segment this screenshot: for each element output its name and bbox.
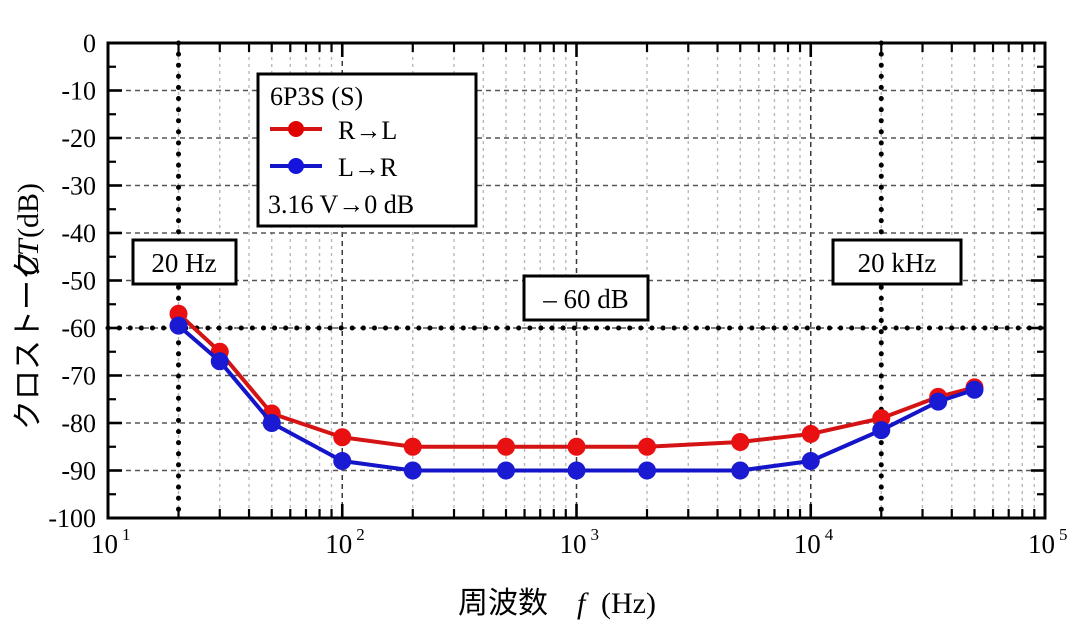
data-point: [496, 437, 515, 456]
y-tick-label: -40: [61, 219, 96, 248]
y-axis-title-symbol: CT: [12, 237, 45, 276]
svg-text:5: 5: [1059, 525, 1068, 544]
x-tick-label: 10 5: [1028, 525, 1068, 559]
x-tick-label: 10 1: [91, 525, 131, 559]
data-point: [210, 352, 229, 371]
data-point: [929, 392, 948, 411]
x-tick-label: 10 2: [325, 525, 365, 559]
data-point: [333, 452, 352, 470]
y-tick-label: -70: [61, 362, 96, 391]
x-axis-title-pre: 周波数: [458, 587, 548, 620]
legend-item-0: R→L: [270, 116, 397, 145]
data-point: [169, 316, 188, 335]
annotation-minus60db-box: [522, 274, 650, 322]
y-tick-label: -80: [61, 409, 96, 438]
y-axis-title-post: (dB): [12, 183, 45, 238]
data-point: [567, 461, 586, 480]
y-tick-label: -10: [61, 77, 96, 106]
legend: 6P3S (S) R→L L→R 3.16 V→0 dB: [256, 72, 478, 228]
annotation-minus60db-label: – 60 dB: [542, 284, 629, 314]
x-axis-title-symbol: f: [577, 587, 589, 620]
x-tick-labels: 10 1 10 2 10 3 10 4 10 5: [91, 525, 1068, 559]
annotation-20hz: 20 Hz: [131, 238, 238, 286]
data-point: [262, 414, 281, 432]
legend-swatch-marker-1: [288, 158, 304, 174]
legend-label-1: L→R: [338, 153, 398, 182]
legend-swatch-marker-0: [288, 121, 304, 137]
y-tick-label: -60: [61, 314, 96, 343]
data-point: [333, 428, 352, 447]
svg-text:4: 4: [825, 525, 834, 544]
y-axis-ticks: [108, 41, 1045, 520]
x-axis-title: 周波数 f (Hz): [458, 587, 656, 620]
svg-text:10: 10: [1028, 529, 1055, 559]
data-point: [403, 437, 422, 456]
y-tick-label: -50: [61, 267, 96, 296]
data-point: [731, 433, 750, 451]
annotation-20khz: 20 kHz: [831, 238, 963, 286]
svg-text:10: 10: [91, 529, 118, 559]
x-tick-label: 10 3: [560, 525, 600, 559]
y-tick-label: -20: [61, 124, 96, 153]
y-axis-title: クロストーク CT (dB): [12, 183, 45, 430]
annotation-20hz-label: 20 Hz: [151, 248, 216, 278]
svg-text:1: 1: [122, 525, 131, 544]
data-point: [496, 461, 515, 480]
y-tick-label: -100: [48, 504, 96, 533]
svg-text:10: 10: [794, 529, 821, 559]
reference-markers: [105, 40, 1048, 521]
annotation-minus60db: – 60 dB: [522, 274, 650, 322]
svg-text:10: 10: [325, 529, 352, 559]
x-tick-label: 10 4: [794, 525, 834, 559]
data-point: [403, 461, 422, 480]
annotation-20khz-box: [831, 238, 963, 286]
svg-text:3: 3: [591, 525, 600, 544]
x-axis-ticks: [106, 43, 1047, 518]
data-series: [169, 304, 984, 480]
data-point: [638, 461, 657, 480]
data-point: [801, 424, 820, 443]
legend-item-1: L→R: [270, 153, 398, 182]
data-point: [567, 437, 586, 456]
legend-note: 3.16 V→0 dB: [268, 190, 414, 219]
y-tick-label: -30: [61, 172, 96, 201]
x-axis-title-post: (Hz): [601, 587, 656, 620]
data-point: [638, 437, 657, 456]
data-point: [872, 421, 891, 440]
data-point: [731, 461, 750, 480]
y-axis-title-pre: クロストーク: [12, 250, 45, 430]
annotation-20khz-label: 20 kHz: [858, 248, 937, 278]
svg-text:2: 2: [356, 525, 365, 544]
legend-label-0: R→L: [338, 116, 397, 145]
annotation-20hz-box: [131, 238, 238, 286]
data-point: [965, 380, 984, 399]
y-tick-label: -90: [61, 457, 96, 486]
svg-text:10: 10: [560, 529, 587, 559]
y-tick-labels: 0 -10 -20 -30 -40 -50 -60 -70 -80 -90 -100: [48, 29, 96, 533]
data-point: [801, 452, 820, 470]
legend-box: [256, 72, 478, 228]
y-tick-label: 0: [83, 29, 96, 58]
legend-title: 6P3S (S): [270, 82, 363, 111]
